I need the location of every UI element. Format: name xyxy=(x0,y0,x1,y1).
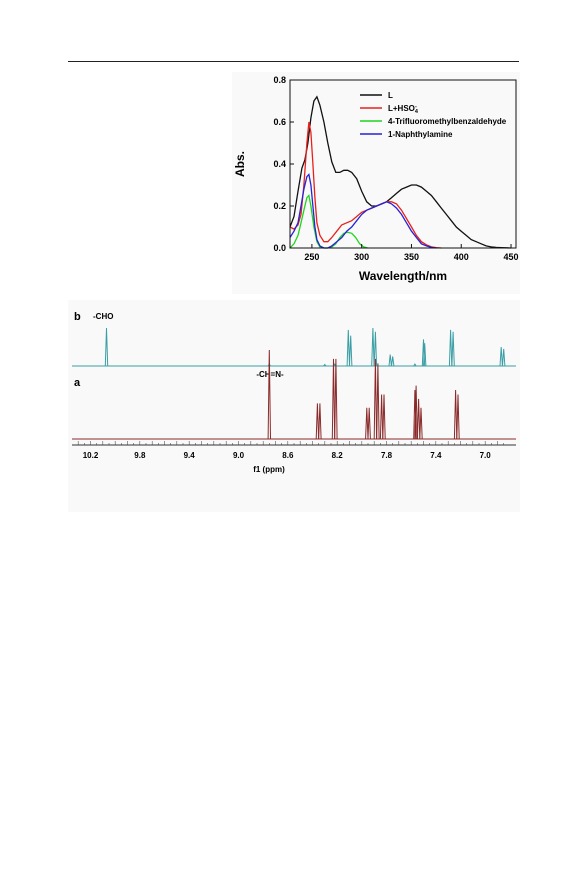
legend-label-naphthylamine: 1-Naphthylamine xyxy=(388,130,453,139)
uv-series-line-0 xyxy=(289,95,512,249)
uv-x-tick-label-3: 400 xyxy=(454,252,469,262)
uv-y-tick-label-0: 0.0 xyxy=(273,243,286,253)
nmr-peak-b-8 xyxy=(388,354,392,367)
uv-x-tick-label-0: 250 xyxy=(304,252,319,262)
trace-label-a: a xyxy=(74,377,81,389)
nmr-peak-a-6 xyxy=(367,407,371,440)
nmr-peak-b-4 xyxy=(346,329,350,367)
nmr-peak-a-5 xyxy=(365,407,369,440)
nmr-peak-b-16 xyxy=(502,348,506,367)
page-top-rule xyxy=(68,61,519,62)
uv-vis-chart: 250 300 350 400 450 0.0 0.2 0.4 0.6 0.8 Abs. Wave… xyxy=(233,75,519,283)
nmr-peak-b-12 xyxy=(423,343,427,367)
uv-y-tick-label-2: 0.4 xyxy=(273,159,286,169)
nmr-x-tick-label-8: 7.0 xyxy=(480,451,492,460)
nmr-peak-b-0 xyxy=(104,327,109,367)
nmr-peak-a-7 xyxy=(373,358,378,440)
nmr-peak-b-5 xyxy=(349,335,353,367)
uv-series-line-3 xyxy=(289,173,437,249)
nmr-peak-b-14 xyxy=(451,331,455,367)
legend-label-l-hso4-main: L+HSO xyxy=(388,104,415,113)
legend-label-hso4-subscript: 4 xyxy=(415,109,419,115)
nmr-peak-a-1 xyxy=(315,403,320,440)
nmr-peak-a-13 xyxy=(416,398,421,440)
nmr-peak-a-3 xyxy=(331,358,336,440)
nmr-peak-b-7 xyxy=(373,331,378,367)
uv-vis-figure: 250 300 350 400 450 0.0 0.2 0.4 0.6 0.8 Abs. Wave… xyxy=(232,72,520,294)
uv-series-line-1 xyxy=(289,121,442,249)
nmr-peak-a-15 xyxy=(453,389,458,440)
nmr-figure: b -CHO a -CH=N- 10.2 9.8 9.4 9.0 8.6 8.2 7.8 7.… xyxy=(68,300,520,512)
nmr-x-tick-label-3: 9.0 xyxy=(233,451,245,460)
nmr-peak-a-0 xyxy=(267,349,271,440)
nmr-peak-a-12 xyxy=(414,385,418,440)
nmr-peak-a-16 xyxy=(456,394,460,440)
nmr-peak-a-8 xyxy=(376,363,380,440)
nmr-peak-a-2 xyxy=(318,403,322,440)
nmr-x-tick-label-7: 7.4 xyxy=(430,451,442,460)
nmr-peak-b-6 xyxy=(371,327,375,367)
nmr-peak-b-15 xyxy=(499,346,503,367)
uv-y-tick-label-4: 0.8 xyxy=(273,75,286,85)
uv-y-axis-label: Abs. xyxy=(233,151,247,177)
nmr-peak-a-14 xyxy=(419,407,423,440)
uv-y-tick-label-3: 0.6 xyxy=(273,117,286,127)
nmr-x-axis-label: f1 (ppm) xyxy=(253,465,285,474)
nmr-x-tick-label-0: 10.2 xyxy=(83,451,99,460)
legend-label-l: L xyxy=(388,91,393,100)
nmr-x-tick-label-1: 9.8 xyxy=(134,451,146,460)
annotation-imine: -CH=N- xyxy=(256,370,284,379)
nmr-chart: b -CHO a -CH=N- 10.2 9.8 9.4 9.0 8.6 8.2 7.8 7.… xyxy=(72,311,516,474)
annotation-cho: -CHO xyxy=(93,312,113,321)
nmr-x-tick-label-6: 7.8 xyxy=(381,451,393,460)
nmr-peak-b-2 xyxy=(323,363,327,367)
nmr-peak-a-9 xyxy=(379,394,384,440)
nmr-peak-b-10 xyxy=(413,363,417,367)
uv-x-axis-label: Wavelength/nm xyxy=(359,269,447,283)
uv-x-tick-label-1: 300 xyxy=(354,252,369,262)
nmr-peak-a-10 xyxy=(382,394,386,440)
legend-label-l-hso4: L+HSO4- xyxy=(388,104,419,115)
nmr-peak-b-9 xyxy=(391,356,395,367)
uv-x-tick-label-2: 350 xyxy=(404,252,419,262)
legend-label-aldehyde: 4-Trifluoromethylbenzaldehyde xyxy=(388,117,507,126)
nmr-peak-b-13 xyxy=(448,329,453,367)
uv-x-tick-label-4: 450 xyxy=(504,252,519,262)
trace-label-b: b xyxy=(74,311,81,323)
nmr-traces-group xyxy=(72,327,516,440)
nmr-x-tick-label-2: 9.4 xyxy=(184,451,196,460)
nmr-x-tick-label-4: 8.6 xyxy=(282,451,294,460)
nmr-peak-a-4 xyxy=(334,358,338,440)
nmr-x-tick-label-5: 8.2 xyxy=(332,451,344,460)
uv-legend: L L+HSO4- 4-Trifluoromethylbenzaldehyde … xyxy=(360,91,507,139)
legend-label-hso4-superscript: - xyxy=(415,104,417,110)
uv-y-tick-label-1: 0.2 xyxy=(273,201,286,211)
